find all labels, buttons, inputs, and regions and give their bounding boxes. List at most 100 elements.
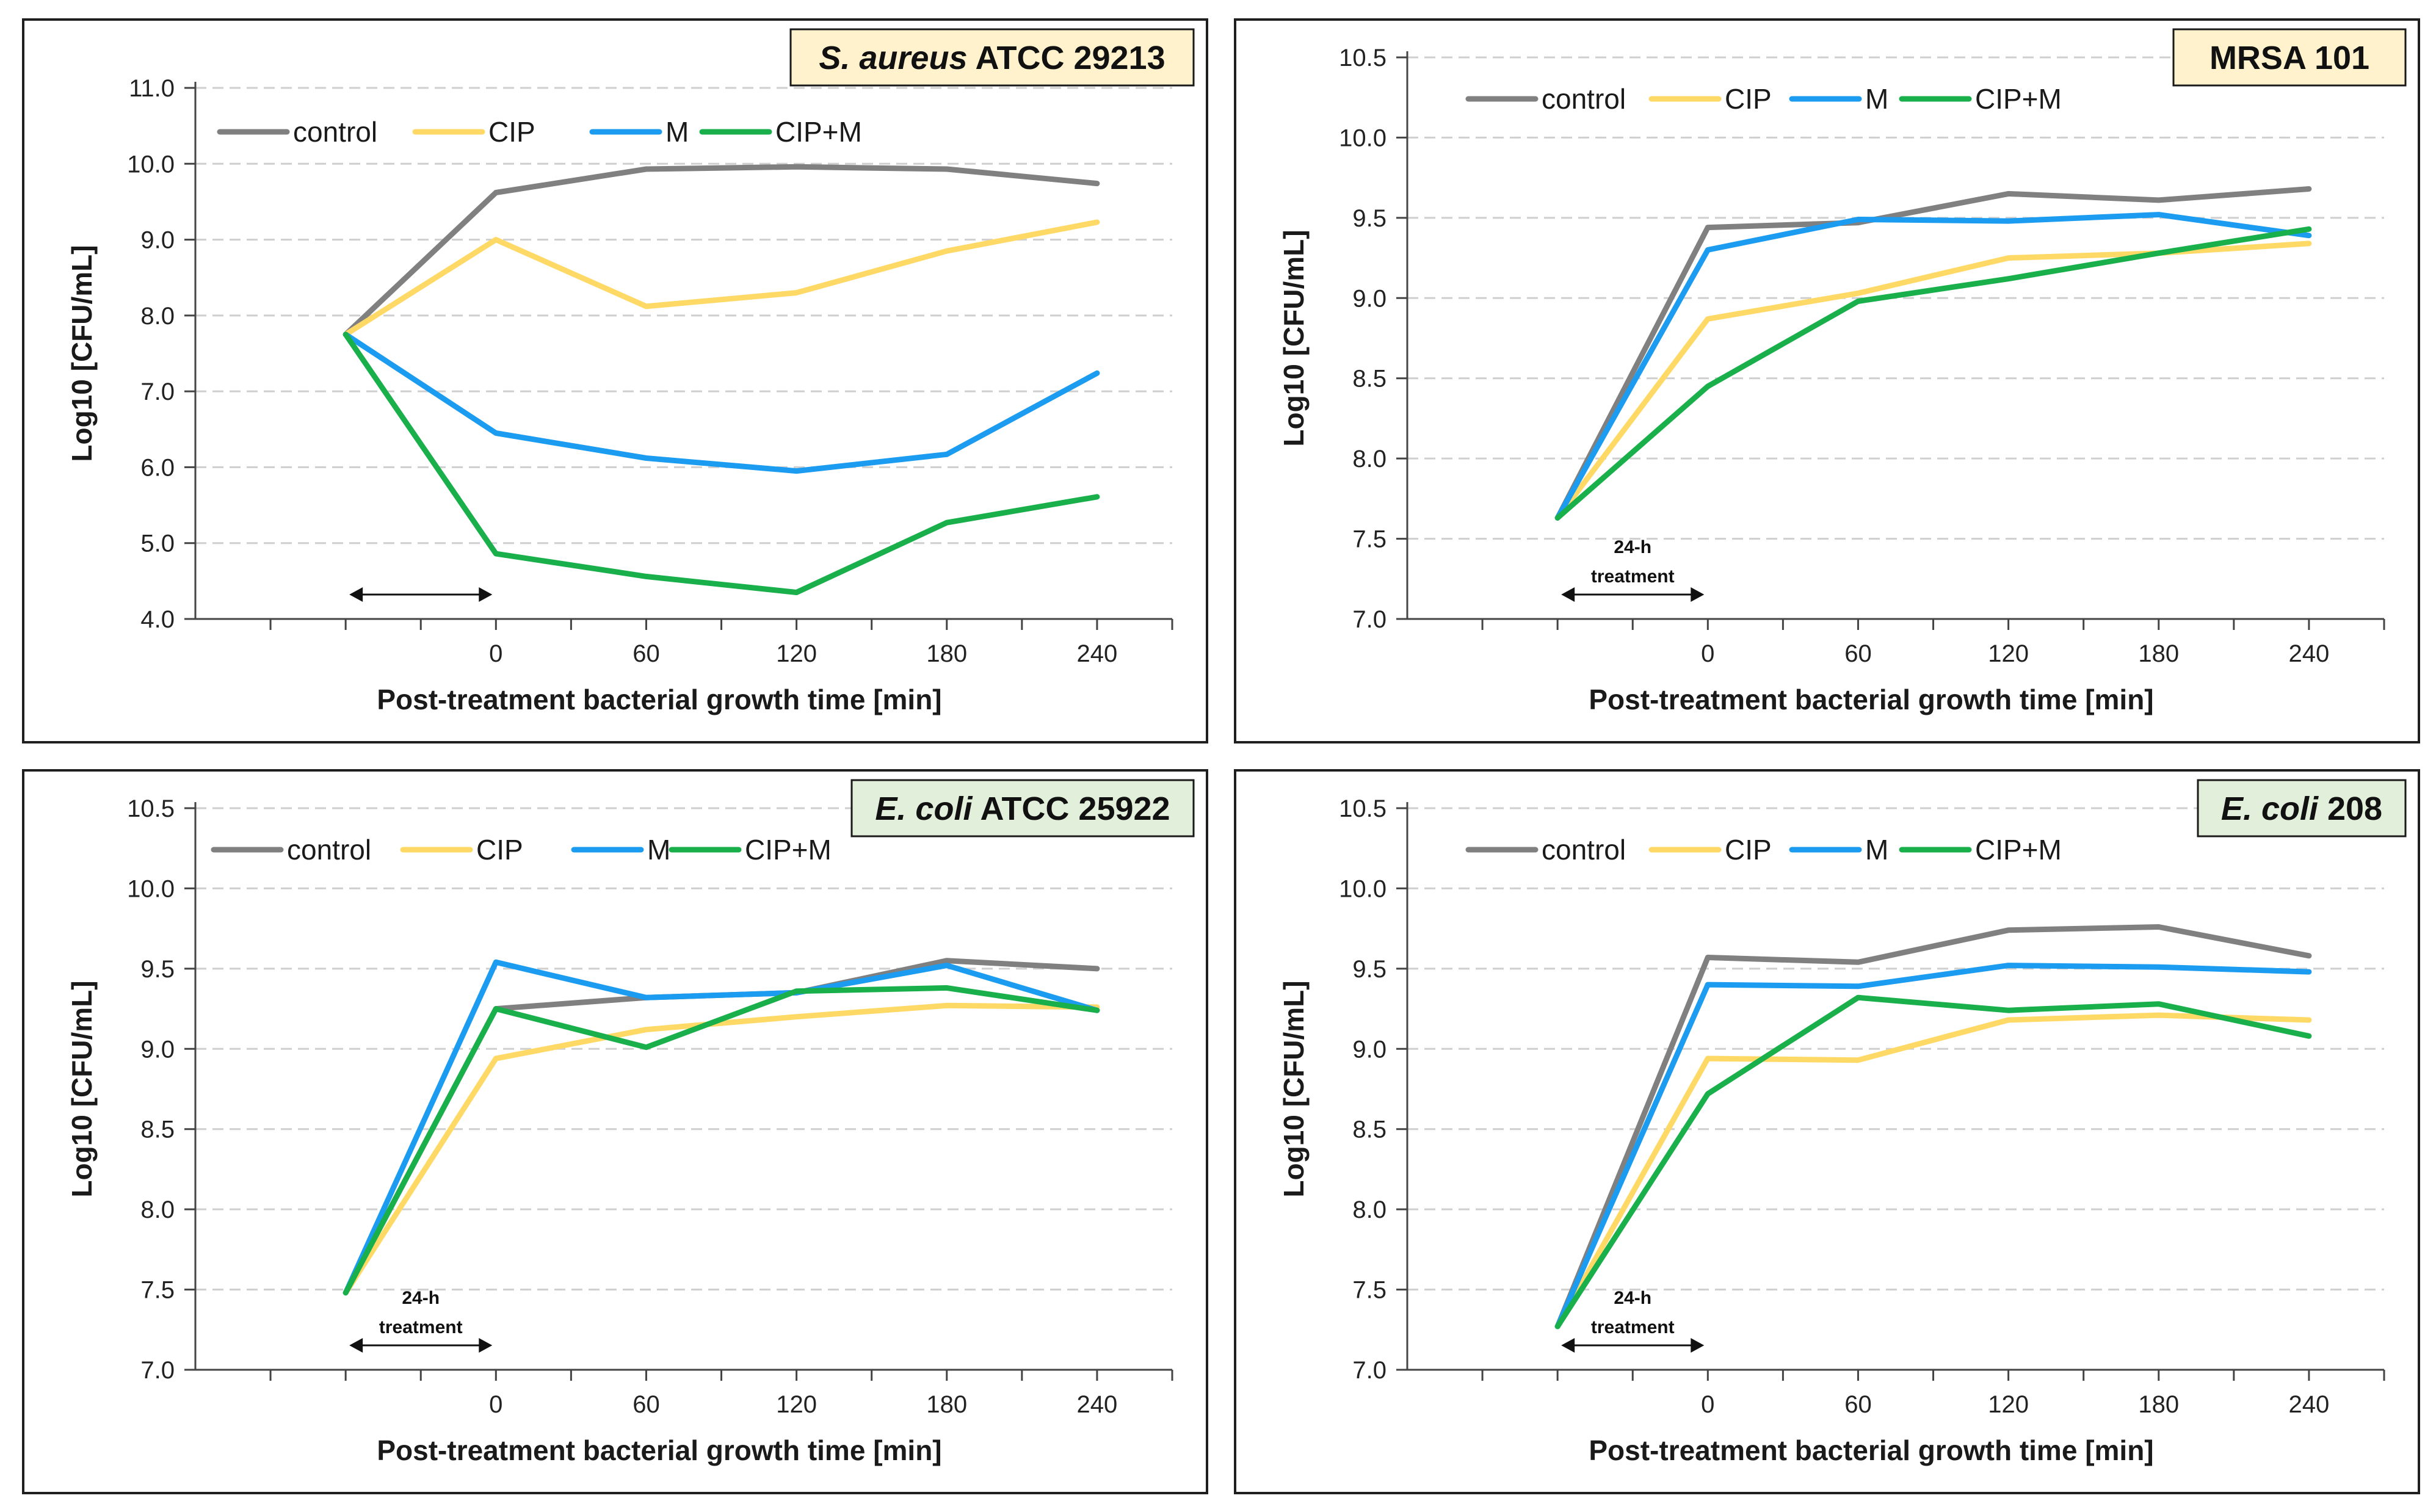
legend-label: M	[1865, 83, 1888, 115]
legend-label: control	[287, 834, 371, 866]
y-tick-label: 9.0	[140, 227, 175, 254]
treatment-arrow-head-left	[349, 1338, 363, 1353]
series-line-control	[1554, 186, 2312, 521]
x-tick-label: 120	[776, 640, 817, 667]
chart-title-rest: MRSA 101	[2209, 40, 2369, 76]
x-tick-label: 180	[2138, 1391, 2179, 1418]
y-tick-label: 10.5	[1339, 45, 1387, 71]
x-axis-title: Post-treatment bacterial growth time [mi…	[1589, 1434, 2153, 1466]
x-tick-label: 60	[1844, 640, 1872, 667]
chart-title-rest: ATCC 29213	[967, 40, 1165, 76]
chart-title-box	[789, 28, 1195, 87]
y-tick-label: 9.5	[1352, 956, 1387, 983]
y-tick-label: 8.0	[140, 1196, 175, 1223]
y-tick-label: 7.0	[140, 1357, 175, 1384]
x-tick-label: 60	[633, 640, 660, 667]
x-axis-title: Post-treatment bacterial growth time [mi…	[377, 1434, 941, 1466]
chart-panel-ecoli-atcc: 7.0 7.5 8.0 8.5 9.0 9.5 10.0 10.5 0 60 120 180 240 Po…	[22, 769, 1208, 1494]
x-tick-label: 120	[1988, 640, 2029, 667]
x-tick-label: 240	[1077, 1391, 1118, 1418]
series-line-cip	[1554, 241, 2312, 521]
x-axis-title: Post-treatment bacterial growth time [mi…	[377, 684, 941, 715]
y-tick-label: 10.5	[1339, 795, 1387, 822]
series-line-m	[1554, 963, 2312, 1329]
legend-label: control	[1542, 834, 1626, 866]
chart-title-box	[2172, 28, 2407, 87]
y-tick-label: 11.0	[129, 75, 175, 102]
y-tick-label: 8.5	[1352, 366, 1387, 392]
line-chart-ecoli-208: 7.0 7.5 8.0 8.5 9.0 9.5 10.0 10.5 0 60 120 180 240 Po…	[1278, 779, 2407, 1466]
y-tick-label: 8.5	[140, 1116, 175, 1143]
annotation-line2: treatment	[1591, 1317, 1675, 1337]
x-tick-label: 60	[633, 1391, 660, 1418]
series-line-control	[343, 164, 1100, 338]
y-tick-label: 10.0	[1339, 125, 1387, 151]
y-tick-label: 9.0	[140, 1036, 175, 1063]
annotation-line2: treatment	[1591, 566, 1675, 587]
y-tick-label: 10.0	[1339, 875, 1387, 902]
y-tick-label: 10.0	[127, 875, 175, 902]
series-line-cip	[343, 1002, 1100, 1296]
x-tick-label: 180	[2138, 640, 2179, 667]
line-chart-s-aureus: 4.0 5.0 6.0 7.0 8.0 9.0 10.0 11.0 0 60 120 180 240 Po…	[66, 28, 1195, 715]
series-line-cip-plus-m	[343, 331, 1100, 595]
y-tick-label: 7.0	[1352, 606, 1387, 633]
y-tick-label: 8.0	[140, 303, 175, 330]
annotation-line1: 24-h	[402, 1288, 440, 1308]
x-tick-label: 0	[1701, 1391, 1714, 1418]
legend-label: CIP+M	[775, 116, 862, 148]
chart-title-rest: ATCC 25922	[972, 790, 1170, 827]
y-tick-label: 7.5	[1352, 1277, 1387, 1304]
x-tick-label: 180	[926, 1391, 967, 1418]
legend-label: CIP+M	[1975, 83, 2062, 115]
legend-label: control	[1542, 83, 1626, 115]
chart-title-box	[2197, 779, 2407, 837]
series-line-cip-plus-m	[1554, 994, 2312, 1329]
y-tick-label: 7.5	[140, 1277, 175, 1304]
legend-label: CIP	[1725, 83, 1772, 115]
x-tick-label: 0	[489, 1391, 502, 1418]
y-tick-label: 9.5	[140, 956, 175, 983]
chart-title: S. aureus ATCC 29213	[819, 40, 1165, 76]
y-tick-label: 9.0	[1352, 285, 1387, 312]
line-chart-mrsa: 7.0 7.5 8.0 8.5 9.0 9.5 10.0 10.5 0 60 120 180 240 Po…	[1278, 28, 2407, 715]
treatment-arrow-head-right	[1691, 1338, 1705, 1353]
treatment-arrow-head-left	[349, 587, 363, 602]
treatment-arrow-head-left	[1561, 587, 1575, 602]
y-axis-title: Log10 [CFU/mL]	[1278, 980, 1310, 1197]
legend-label: control	[293, 116, 377, 148]
chart-title: E. coli ATCC 25922	[875, 790, 1170, 827]
chart-title-italic: E. coli	[2221, 790, 2319, 827]
annotation-line1: 24-h	[1614, 1288, 1651, 1308]
y-tick-label: 7.0	[140, 378, 175, 405]
chart-panel-s-aureus: 4.0 5.0 6.0 7.0 8.0 9.0 10.0 11.0 0 60 120 180 240 Po…	[22, 18, 1208, 743]
y-tick-label: 8.0	[1352, 446, 1387, 472]
y-tick-label: 5.0	[140, 530, 175, 557]
series-line-m	[1554, 212, 2312, 521]
series-line-cip	[1554, 1012, 2312, 1329]
treatment-arrow-head-right	[1691, 587, 1705, 602]
legend-label: M	[1865, 834, 1888, 866]
line-chart-ecoli-atcc: 7.0 7.5 8.0 8.5 9.0 9.5 10.0 10.5 0 60 120 180 240 Po…	[66, 779, 1195, 1466]
x-axis-title: Post-treatment bacterial growth time [mi…	[1589, 684, 2153, 715]
treatment-arrow-head-left	[1561, 1338, 1575, 1353]
series-line-m	[343, 959, 1100, 1296]
y-tick-label: 7.5	[1352, 526, 1387, 553]
y-axis-title: Log10 [CFU/mL]	[1278, 230, 1310, 446]
y-tick-label: 9.5	[1352, 205, 1387, 232]
y-tick-label: 4.0	[140, 606, 175, 633]
y-tick-label: 8.0	[1352, 1196, 1387, 1223]
x-tick-label: 0	[489, 640, 502, 667]
chart-title-italic: E. coli	[875, 790, 973, 827]
y-axis-title: Log10 [CFU/mL]	[66, 980, 98, 1197]
x-tick-label: 240	[2289, 640, 2330, 667]
x-tick-label: 120	[1988, 1391, 2029, 1418]
x-tick-label: 180	[926, 640, 967, 667]
legend-label: CIP+M	[745, 834, 832, 866]
x-tick-label: 240	[2289, 1391, 2330, 1418]
legend-label: M	[665, 116, 689, 148]
chart-title: MRSA 101	[2209, 40, 2369, 76]
x-tick-label: 0	[1701, 640, 1714, 667]
series-line-cip-plus-m	[343, 985, 1100, 1296]
legend-label: CIP	[488, 116, 535, 148]
